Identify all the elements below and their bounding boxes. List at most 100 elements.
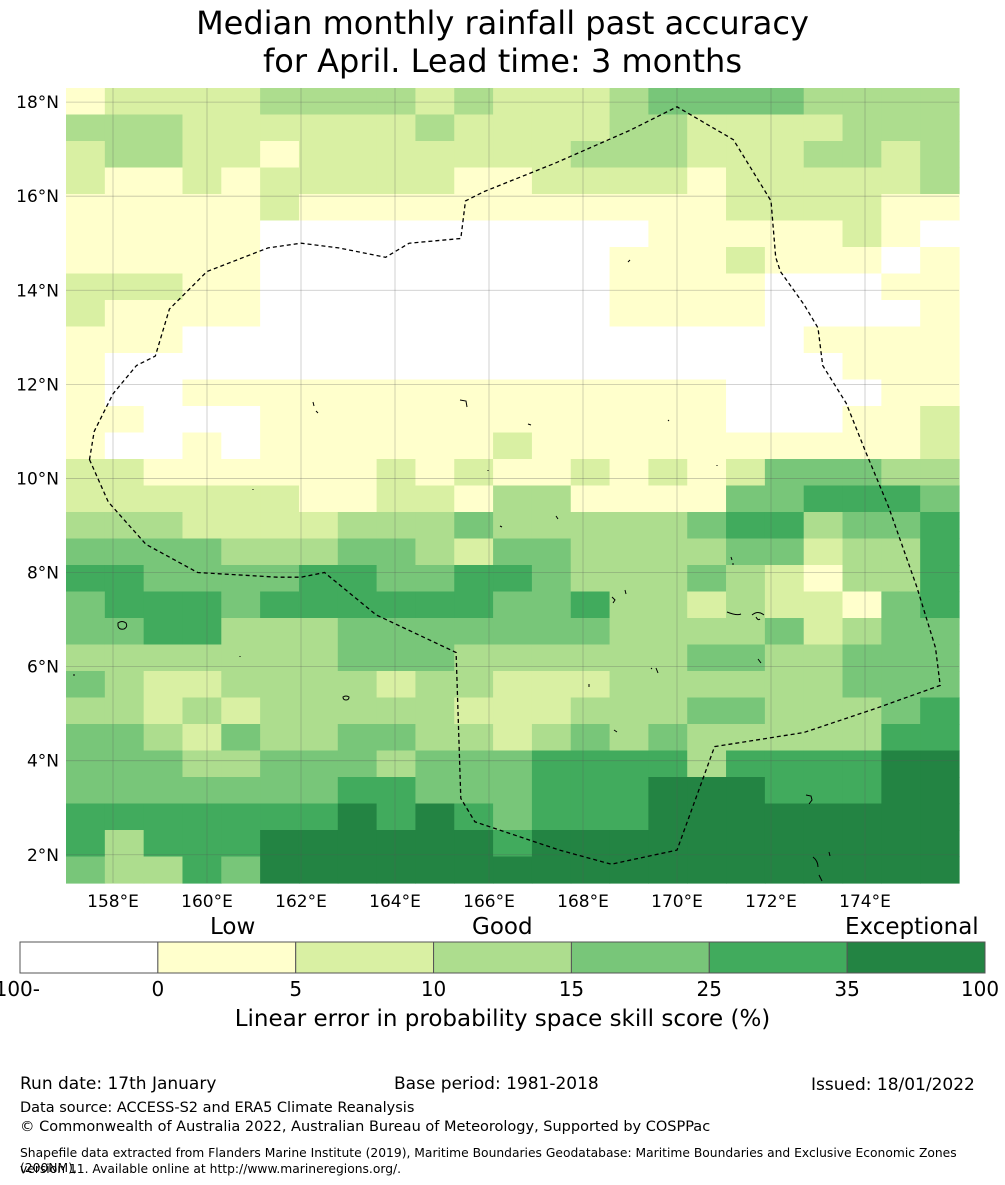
grid-cell — [726, 591, 766, 619]
grid-cell — [337, 459, 378, 487]
grid-cell — [920, 671, 960, 699]
grid-cell — [182, 379, 222, 407]
grid-cell — [570, 459, 611, 487]
grid-cell — [920, 432, 960, 460]
longitude-tick-label: 168°E — [557, 892, 609, 912]
grid-cell — [764, 591, 805, 619]
grid-cell — [260, 830, 300, 858]
grid-cell — [182, 538, 222, 566]
grid-cell — [454, 300, 494, 328]
colorbar-bin — [846, 941, 986, 974]
grid-cell — [221, 114, 261, 142]
grid-cell — [182, 432, 222, 460]
grid-cell — [648, 671, 688, 699]
grid-cell — [687, 777, 727, 805]
grid-cell — [648, 485, 688, 513]
grid-cell — [920, 459, 960, 487]
copyright: © Commonwealth of Australia 2022, Austra… — [20, 1119, 711, 1135]
grid-cell — [104, 671, 145, 699]
grid-cell — [298, 247, 339, 275]
grid-cell — [726, 141, 766, 169]
grid-cell — [221, 247, 261, 275]
grid-cell — [182, 406, 222, 434]
grid-cell — [260, 485, 300, 513]
grid-cell — [104, 856, 145, 884]
grid-cell — [104, 485, 145, 513]
grid-cell — [570, 432, 611, 460]
grid-cell — [104, 88, 145, 116]
grid-cell — [648, 194, 688, 222]
grid-cell — [842, 724, 882, 752]
issued-date: Issued: 18/01/2022 — [811, 1075, 975, 1095]
grid-cell — [260, 565, 300, 593]
grid-cell — [687, 591, 727, 619]
grid-cell — [221, 618, 261, 646]
grid-cell — [182, 591, 222, 619]
grid-cell — [609, 565, 649, 593]
grid-cell — [609, 273, 649, 301]
grid-cell — [182, 353, 222, 381]
grid-cell — [182, 247, 222, 275]
grid-cell — [415, 247, 455, 275]
grid-cell — [415, 273, 455, 301]
longitude-tick-label: 164°E — [369, 892, 421, 912]
grid-cell — [842, 750, 882, 778]
grid-cell — [182, 141, 222, 169]
grid-cell — [803, 220, 844, 248]
grid-cell — [648, 247, 688, 275]
grid-cell — [726, 618, 766, 646]
grid-cell — [726, 803, 766, 831]
grid-cell — [376, 856, 417, 884]
grid-cell — [415, 88, 455, 116]
grid-cell — [376, 432, 417, 460]
grid-cell — [66, 512, 106, 540]
colorbar-tick: 0 — [151, 977, 165, 1001]
grid-cell — [104, 803, 145, 831]
grid-cell — [104, 194, 145, 222]
grid-cell — [415, 591, 455, 619]
grid-cell — [687, 618, 727, 646]
grid-cell — [570, 538, 611, 566]
grid-cell — [531, 512, 572, 540]
grid-cell — [531, 724, 572, 752]
grid-cell — [570, 565, 611, 593]
grid-cell — [687, 644, 727, 672]
grid-cell — [881, 671, 921, 699]
grid-cell — [415, 830, 455, 858]
grid-cell — [221, 591, 261, 619]
grid-cell — [143, 750, 184, 778]
grid-cell — [920, 724, 960, 752]
grid-cell — [609, 220, 649, 248]
grid-cell — [298, 644, 339, 672]
grid-cell — [493, 273, 533, 301]
skill-grid-cells — [66, 88, 960, 884]
grid-cell — [920, 326, 960, 354]
grid-cell — [415, 141, 455, 169]
grid-cell — [104, 220, 145, 248]
grid-cell — [881, 803, 921, 831]
grid-cell — [66, 379, 106, 407]
grid-cell — [531, 671, 572, 699]
shapefile-credit-line-1: Shapefile data extracted from Flanders M… — [20, 1146, 957, 1175]
grid-cell — [454, 830, 494, 858]
grid-cell — [104, 247, 145, 275]
grid-cell — [531, 538, 572, 566]
grid-cell — [221, 830, 261, 858]
grid-cell — [104, 565, 145, 593]
grid-cell — [881, 326, 921, 354]
grid-cell — [803, 618, 844, 646]
grid-cell — [493, 777, 533, 805]
grid-cell — [726, 379, 766, 407]
grid-cell — [609, 141, 649, 169]
colorbar-label: Linear error in probability space skill … — [234, 1006, 771, 1032]
grid-cell — [609, 803, 649, 831]
grid-cell — [764, 538, 805, 566]
grid-cell — [609, 644, 649, 672]
grid-cell — [842, 697, 882, 725]
grid-cell — [376, 167, 417, 195]
grid-cell — [726, 485, 766, 513]
grid-cell — [842, 803, 882, 831]
grid-cell — [376, 538, 417, 566]
grid-cell — [726, 565, 766, 593]
grid-cell — [182, 114, 222, 142]
